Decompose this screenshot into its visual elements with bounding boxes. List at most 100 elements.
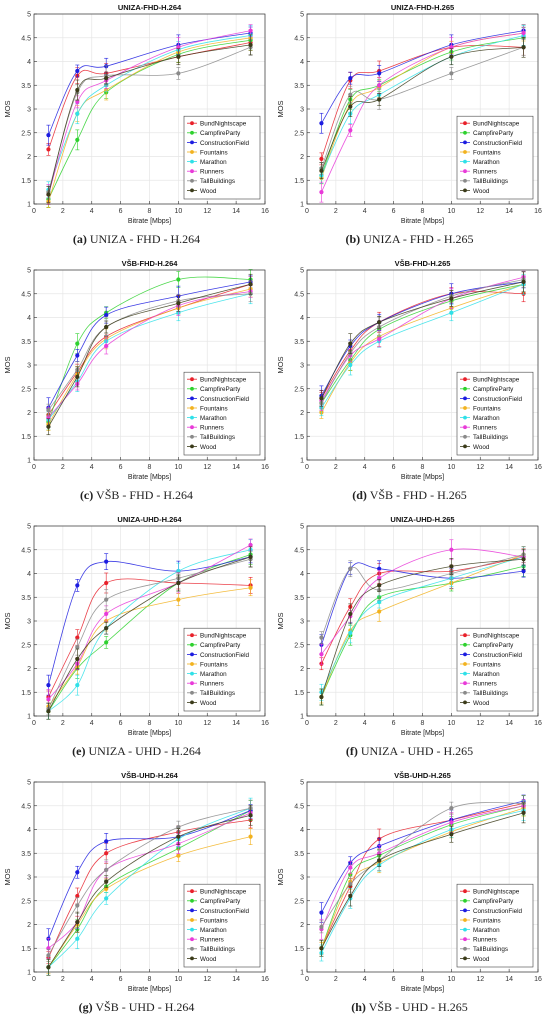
legend-label: Runners — [200, 169, 224, 176]
legend-label: Marathon — [200, 159, 227, 166]
legend-box — [456, 115, 534, 200]
series-line — [48, 556, 251, 712]
chart-svg: UNIZA-UHD-H.264 0 2 4 6 8 10 12 14 16 1 1.5 2 2.5 3 3.5… — [3, 515, 269, 737]
y-tick-label: 2.5 — [294, 386, 304, 393]
data-point: Fountains: 3.7 — [248, 585, 253, 590]
y-axis-label: MOS — [276, 356, 285, 373]
legend-marker — [463, 396, 467, 401]
series-group: Wood: 1.1 Wood: 2.05 Wood: 2.9 Wood: 3.85 Wo… — [46, 804, 253, 976]
chart-svg: UNIZA-FHD-H.265 0 2 4 6 8 10 12 14 16 1 1.5 2 2.5 3 3.5… — [276, 3, 542, 225]
chart-caption: (b) UNIZA - FHD - H.265 — [273, 232, 546, 247]
legend-label: Marathon — [200, 671, 227, 678]
x-tick-label: 14 — [232, 208, 240, 215]
x-axis-label: Bitrate [Mbps] — [128, 730, 171, 737]
legend-marker — [463, 377, 467, 382]
chart-caption: (c) VŠB - FHD - H.264 — [0, 488, 273, 503]
axes-frame — [33, 269, 266, 461]
y-tick-label: 2.5 — [21, 642, 31, 649]
legend-label: CampfireParty — [200, 130, 241, 137]
x-tick-label: 8 — [421, 464, 425, 471]
y-axis-label: MOS — [3, 612, 12, 629]
y-tick-label: 4 — [27, 827, 31, 834]
legend-marker — [190, 662, 194, 666]
data-point: Fountains: 3.45 — [176, 853, 181, 858]
y-tick-label: 2.5 — [21, 130, 31, 137]
chart-panel: UNIZA-FHD-H.265 0 2 4 6 8 10 12 14 16 1 1.5 2 2.5 3 3.5… — [273, 0, 546, 250]
x-tick-label: 6 — [392, 976, 396, 983]
x-tick-label: 14 — [232, 720, 240, 727]
legend-marker — [190, 889, 194, 894]
y-tick-label: 4.5 — [21, 803, 31, 810]
data-point: TallBuildings: 2.4 — [75, 903, 80, 908]
legend-label: Marathon — [200, 415, 227, 422]
y-tick-label: 3 — [27, 107, 31, 114]
x-tick-label: 2 — [334, 208, 338, 215]
x-tick-label: 16 — [534, 464, 542, 471]
chart-svg: VŠB-FHD-H.264 0 2 4 6 8 10 12 14 16 1 1.5 2 2.5 3 3.5 4 4… — [3, 259, 269, 481]
x-tick-label: 2 — [334, 464, 338, 471]
legend-label: Wood — [473, 956, 490, 963]
legend-label: Wood — [473, 700, 490, 707]
legend-box — [456, 627, 534, 712]
data-point: Wood: 4.1 — [176, 54, 181, 59]
x-tick-label: 16 — [534, 976, 542, 983]
chart-svg: VŠB-UHD-H.265 0 2 4 6 8 10 12 14 16 1 1.5 2 2.5 3 3.5 4 4… — [276, 771, 542, 993]
legend: BundNightscape CampfireParty ConstructionF… — [183, 883, 261, 968]
x-tick-label: 8 — [421, 208, 425, 215]
data-point: Wood: 4.3 — [521, 557, 526, 562]
legend-marker — [463, 140, 467, 145]
data-point: Runners: 4.15 — [449, 820, 454, 825]
legend-label: Runners — [200, 681, 224, 688]
legend-label: CampfireParty — [473, 898, 514, 905]
y-tick-label: 3.5 — [21, 339, 31, 346]
x-tick-label: 4 — [363, 208, 367, 215]
y-tick-label: 2 — [27, 666, 31, 673]
legend-marker — [190, 425, 194, 430]
y-tick-label: 1 — [27, 714, 31, 721]
chart-title: VŠB-FHD-H.264 — [122, 259, 179, 268]
legend-label: TallBuildings — [473, 178, 508, 185]
x-tick-label: 4 — [90, 720, 94, 727]
y-tick-label: 1.5 — [294, 690, 304, 697]
chart-title: UNIZA-FHD-H.265 — [391, 3, 454, 12]
data-point: Runners: 4.65 — [248, 28, 253, 33]
data-point: BundNightscape: 2.65 — [75, 635, 80, 640]
legend-label: CampfireParty — [473, 642, 514, 649]
y-axis-label: MOS — [3, 356, 12, 373]
data-point: ConstructionField: 2.25 — [319, 910, 324, 915]
y-tick-label: 4.5 — [21, 291, 31, 298]
data-point: CampfireParty: 3.45 — [75, 341, 80, 346]
legend-label: Fountains — [473, 149, 501, 156]
x-tick-label: 12 — [203, 464, 211, 471]
axes-frame — [306, 781, 539, 973]
legend-label: TallBuildings — [200, 946, 235, 953]
axes-frame — [33, 525, 266, 717]
y-tick-label: 1 — [300, 970, 304, 977]
y-tick-label: 1.5 — [21, 434, 31, 441]
data-point: Wood: 3.9 — [449, 832, 454, 837]
y-tick-label: 3.5 — [294, 595, 304, 602]
series-group: Wood: 1.7 Wood: 2.75 Wood: 3.8 Wood: 4.3 Woo… — [46, 273, 253, 436]
legend-box — [183, 627, 261, 712]
caption-text: VŠB - UHD - H.265 — [365, 1000, 468, 1014]
data-point: BundNightscape: 2.15 — [46, 147, 51, 152]
chart-caption: (h) VŠB - UHD - H.265 — [273, 1000, 546, 1015]
legend-label: BundNightscape — [200, 633, 247, 640]
series-group: Wood: 1.1 Wood: 2.2 Wood: 2.85 Wood: 3.8 Woo… — [46, 546, 253, 720]
y-tick-label: 4 — [300, 571, 304, 578]
legend-label: Runners — [200, 937, 224, 944]
legend-marker — [463, 415, 467, 420]
x-tick-label: 12 — [203, 720, 211, 727]
data-point: TallBuildings: 4.05 — [176, 825, 181, 830]
data-point: Runners: 1.25 — [319, 190, 324, 195]
y-tick-label: 1 — [300, 202, 304, 209]
legend-marker — [463, 150, 467, 154]
data-point: Runners: 2.3 — [319, 652, 324, 657]
data-point: Wood: 2.75 — [75, 374, 80, 379]
chart-title: UNIZA-UHD-H.265 — [390, 515, 454, 524]
data-point: Wood: 3.45 — [348, 341, 353, 346]
caption-text: VŠB - FHD - H.265 — [366, 488, 467, 502]
x-tick-label: 0 — [32, 720, 36, 727]
axes-frame — [306, 525, 539, 717]
chart-title: VŠB-UHD-H.264 — [121, 771, 179, 780]
